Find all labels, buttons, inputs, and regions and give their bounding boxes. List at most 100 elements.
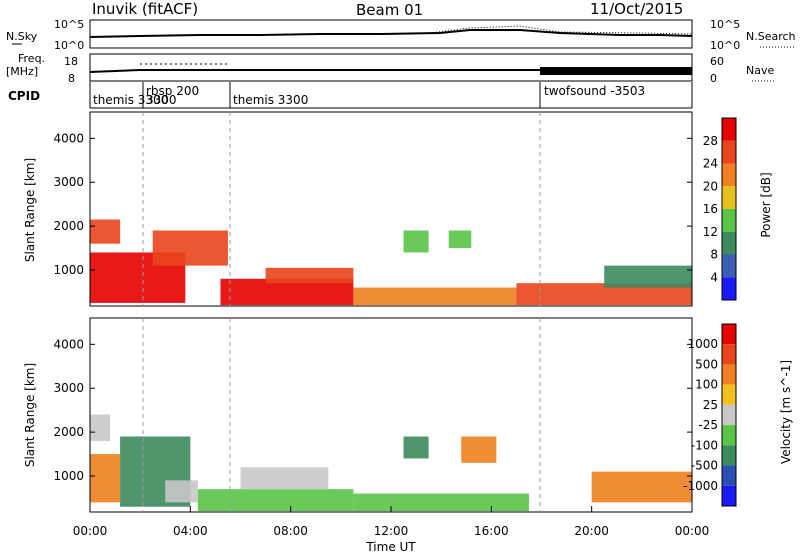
data-region [591, 471, 692, 503]
data-region [353, 287, 517, 306]
colorbar-tick-label: 100 [695, 378, 718, 392]
cpid-seg-2b: 3300 [146, 93, 177, 107]
colorbar-tick-label: 12 [703, 225, 718, 239]
cpid-seg-4: twofsound -3503 [544, 84, 645, 98]
cpid-label: CPID [8, 89, 40, 103]
data-region [353, 493, 529, 512]
colorbar-swatch [722, 384, 736, 405]
x-tick-label: 16:00 [474, 524, 509, 538]
data-region [448, 230, 472, 249]
colorbar-tick-label: -100 [691, 438, 718, 452]
power-colorbar: 4 8 12 16 20 24 28 [703, 117, 737, 301]
nsky-panel: N.Sky 10^5 10^0 10^5 10^0 N.Search [6, 18, 796, 52]
nave-label: Nave [746, 64, 774, 77]
station-title: Inuvik (fitACF) [92, 0, 198, 18]
beam-label: Beam 01 [356, 1, 423, 19]
colorbar-tick-label: 1000 [687, 337, 718, 351]
velocity-ylabel: Slant Range [km] [23, 363, 37, 467]
y-tick-label: 2000 [53, 219, 84, 233]
colorbar-swatch [722, 254, 736, 278]
y-tick-label: 3000 [53, 175, 84, 189]
colorbar-tick-label: 20 [703, 179, 718, 193]
data-region [90, 219, 121, 244]
y-tick-label: 2000 [53, 425, 84, 439]
colorbar-swatch [722, 277, 736, 300]
colorbar-swatch [722, 465, 736, 486]
cpid-seg-3: themis 3300 [233, 93, 308, 107]
nsky-tick-bottom: 10^0 [54, 39, 84, 52]
colorbar-swatch [722, 425, 736, 446]
x-tick-label: 08:00 [273, 524, 308, 538]
data-region [461, 436, 497, 463]
colorbar-tick-label: 28 [703, 134, 718, 148]
y-tick-label: 4000 [53, 337, 84, 351]
colorbar-swatch [722, 364, 736, 385]
colorbar-swatch [722, 344, 736, 365]
power-regions [90, 219, 692, 306]
freq-unit: [MHz] [6, 65, 38, 78]
colorbar-swatch [722, 445, 736, 466]
colorbar-swatch [722, 404, 736, 426]
x-ticks: 00:00 04:00 08:00 12:00 16:00 20:00 00:00 [73, 506, 709, 538]
nsearch-label: N.Search [746, 30, 796, 43]
freq-label: Freq. [18, 52, 45, 65]
colorbar-tick-label: 500 [695, 357, 718, 371]
colorbar-frame [721, 323, 737, 507]
velocity-cbar-label: Velocity [m s^-1] [779, 360, 793, 464]
date-label: 11/Oct/2015 [590, 0, 683, 18]
x-tick-label: 04:00 [173, 524, 208, 538]
colorbar-tick-label: 16 [703, 202, 718, 216]
data-region [403, 436, 429, 459]
data-region [516, 283, 692, 306]
x-tick-label: 20:00 [574, 524, 609, 538]
nsearch-tick-top: 10^5 [710, 18, 740, 31]
freq-tick-top: 18 [64, 55, 78, 68]
colorbar-frame [721, 117, 737, 301]
colorbar-swatch [722, 485, 736, 506]
velocity-colorbar: 1000 500 100 25 -25 -100 -500 -1000 [683, 323, 737, 507]
cpid-seg-1: themis 3300 [93, 93, 168, 107]
colorbar-swatch [722, 186, 736, 209]
colorbar-tick-label: 25 [703, 398, 718, 412]
cpid-strip: CPID themis 3300 rbsp 200 3300 themis 33… [8, 82, 693, 109]
velocity-regions [90, 414, 692, 512]
y-tick-label: 4000 [53, 131, 84, 145]
data-region [240, 467, 329, 490]
data-region [197, 489, 354, 512]
nave-tick-bottom: 0 [710, 72, 717, 85]
colorbar-tick-label: -25 [698, 418, 718, 432]
y-tick-label: 1000 [53, 263, 84, 277]
power-panel: 1000 2000 3000 4000 Slant Range [km] 4 8 12 16… [23, 111, 773, 307]
nave-block [540, 67, 692, 75]
data-region [165, 480, 198, 503]
power-ylabel: Slant Range [km] [23, 158, 37, 262]
freq-tick-bottom: 8 [68, 72, 75, 85]
velocity-y-ticks: 1000 2000 3000 4000 [53, 337, 692, 483]
y-tick-label: 3000 [53, 381, 84, 395]
data-region [604, 265, 692, 288]
x-tick-label: 00:00 [73, 524, 108, 538]
colorbar-tick-label: -1000 [683, 479, 718, 493]
colorbar-tick-label: 24 [703, 157, 718, 171]
power-cbar-label: Power [dB] [759, 172, 773, 237]
colorbar-tick-label: 4 [710, 270, 718, 284]
data-region [403, 230, 429, 253]
nsky-trace [89, 29, 693, 38]
data-region [90, 454, 121, 503]
x-axis-label: Time UT [365, 540, 416, 554]
colorbar-swatch [722, 231, 736, 255]
colorbar-tick-label: -500 [691, 459, 718, 473]
nave-tick-top: 60 [710, 55, 724, 68]
colorbar-swatch [722, 140, 736, 164]
nsearch-tick-bottom: 10^0 [710, 39, 740, 52]
colorbar-swatch [722, 163, 736, 187]
colorbar-swatch [722, 118, 736, 141]
data-region [90, 414, 111, 441]
y-tick-label: 1000 [53, 469, 84, 483]
colorbar-tick-label: 8 [710, 248, 718, 262]
colorbar-swatch [722, 209, 736, 232]
freq-panel: Freq. [MHz] 18 8 60 0 Nave [6, 52, 776, 85]
cpid-seg-2: rbsp 200 [146, 84, 199, 98]
nsky-label: N.Sky [6, 30, 38, 43]
